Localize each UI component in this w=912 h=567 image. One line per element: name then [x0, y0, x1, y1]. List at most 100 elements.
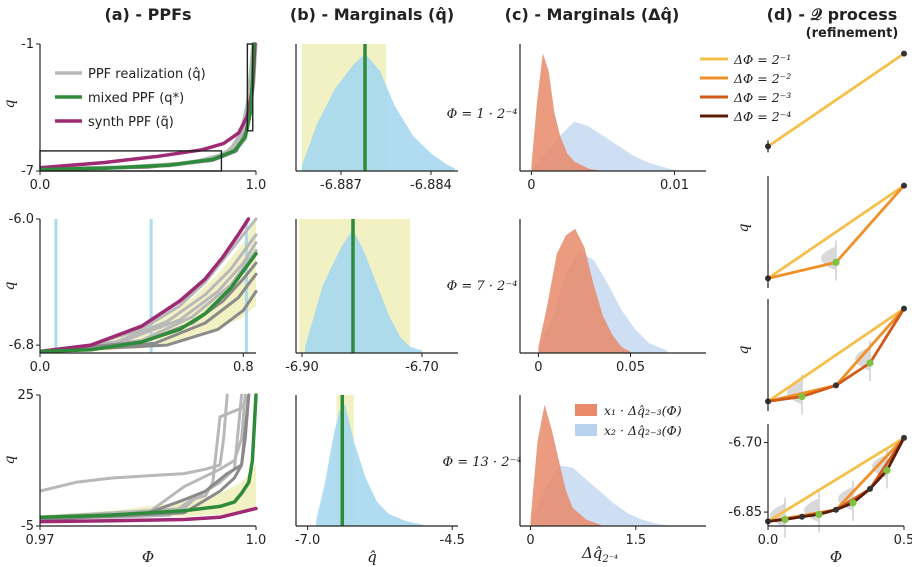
b3-marginal-density: [316, 404, 424, 526]
c3-density-x1: [530, 404, 601, 526]
row-label-2: Φ = 7 · 2⁻⁴: [447, 279, 518, 294]
d1-refinement-line-1: [766, 52, 906, 148]
title-c: (c) - Marginals (Δq̂): [505, 5, 680, 24]
d4-point-1: [781, 515, 789, 524]
a3-mixed-ppf: [40, 393, 258, 520]
legend-c-swatch-x2: [575, 424, 597, 436]
d4-ytick-label-1: -6.85: [728, 505, 762, 520]
row-label-1: Φ = 1 · 2⁻⁴: [447, 107, 518, 122]
d4-spread-density-1: [804, 498, 819, 523]
xlabel-d4: Φ: [830, 548, 842, 566]
d4-ytick-label-0: -6.70: [728, 436, 762, 451]
a1-ytick-label-1: -7: [21, 164, 34, 179]
ylabel-d2: q: [736, 223, 752, 232]
c3-xtick-label-0: 0: [526, 533, 534, 548]
c2-xtick-label-1: 0.05: [616, 360, 645, 375]
panel-d3-refinement: [765, 299, 907, 415]
a2-synth-ppf: [40, 217, 251, 353]
b3-xtick-label-0: -7.0: [295, 533, 320, 548]
a2-mixed-ppf: [40, 251, 258, 353]
legend-a-label-synth: synth PPF (q̃): [88, 115, 174, 130]
a1-xtick-label-0: 0.0: [30, 178, 51, 193]
xlabel-a3: Φ: [142, 548, 154, 566]
xlabel-c3: Δq̂2⁻⁴: [581, 544, 618, 565]
d3-point-2: [833, 382, 839, 389]
panel-a3-ppf-zoom-tail: 0.97 1.0 25 -5: [17, 388, 266, 548]
d4-point-3: [815, 510, 823, 519]
ylabel-a1: q: [2, 99, 18, 108]
b1-marginal-density: [302, 53, 455, 171]
legend-d-label-4: ΔΦ = 2⁻⁴: [733, 109, 791, 124]
row-label-3: Φ = 13 · 2⁻⁴: [442, 455, 521, 470]
d4-point-8: [901, 434, 907, 441]
d3-point-1: [798, 393, 806, 401]
legend-d-label-3: ΔΦ = 2⁻³: [733, 90, 791, 105]
d3-refinement-line-1: [766, 307, 906, 403]
a2-xtick-label-1: 0.8: [233, 360, 254, 375]
title-d: (d) - 𝒬 process: [767, 5, 898, 24]
panel-b2-marginal: -6.90 -6.70: [285, 219, 458, 375]
a3-synth-ppf: [40, 506, 258, 524]
a2-quantile-band: [40, 219, 256, 353]
title-b: (b) - Marginals (q̂): [290, 5, 454, 24]
d4-point-7: [883, 466, 891, 474]
panel-d1-refinement: [765, 50, 907, 153]
b1-xtick-label-0: -6.887: [320, 178, 362, 193]
a3-ytick-label-0: 25: [17, 388, 34, 403]
panel-d2-refinement: [765, 176, 907, 288]
legend-a-label-mixed: mixed PPF (q*): [88, 91, 184, 106]
d2-refinement-line-1: [766, 184, 906, 280]
d4-xtick-label-1: 0.5: [894, 533, 912, 548]
panel-a2-ppf-zoom-low: 0.0 0.8 -6.0 -6.8: [9, 212, 258, 375]
d4-xtick-label-0: 0.0: [758, 533, 779, 548]
panel-d4-refinement: 0.0 0.5 -6.70 -6.85: [728, 424, 912, 548]
b2-xtick-label-0: -6.90: [285, 360, 319, 375]
d3-point-4: [901, 305, 907, 312]
d4-point-4: [833, 506, 839, 513]
ylabel-a3: q: [2, 455, 18, 464]
d1-point-1: [901, 50, 907, 57]
b2-marginal-density: [305, 228, 422, 353]
legend-c-label-x1: x₁ · Δq̂₂₋₃(Φ): [604, 403, 682, 418]
legend-a: PPF realization (q̂) mixed PPF (q*) synt…: [55, 67, 206, 130]
panel-c1-marginal-dq: 0 0.01: [519, 44, 706, 193]
panel-a1-ppf-overview: 0.0 1.0 -1 -7: [21, 37, 266, 193]
panel-b1-marginal: -6.887 -6.884: [295, 44, 458, 193]
a3-realization-0: [40, 393, 229, 493]
a3-lines: [40, 393, 258, 524]
legend-a-label-realization: PPF realization (q̂): [88, 67, 206, 82]
b1-xtick-label-1: -6.884: [410, 178, 452, 193]
a2-xtick-label-0: 0.0: [30, 360, 51, 375]
d2-point-2: [901, 182, 907, 189]
a1-realization-4: [40, 42, 258, 171]
b2-xtick-label-1: -6.70: [405, 360, 439, 375]
xlabel-c3-sub: 2⁻⁴: [601, 554, 618, 565]
c2-density-x1: [538, 228, 631, 353]
panel-c3-marginal-dq: 0 1.5: [519, 395, 706, 548]
c3-xtick-label-1: 1.5: [625, 533, 646, 548]
a3-xtick-label-1: 1.0: [246, 533, 267, 548]
d4-point-2: [799, 513, 805, 520]
legend-c-swatch-x1: [575, 404, 597, 416]
d4-point-6: [867, 485, 873, 492]
legend-c-label-x2: x₂ · Δq̂₂₋₃(Φ): [604, 423, 682, 438]
b3-xtick-label-1: -4.5: [440, 533, 465, 548]
d3-point-3: [866, 359, 874, 367]
a3-quantile-band: [40, 464, 256, 520]
ylabel-a2: q: [2, 281, 18, 290]
a2-ytick-label-0: -6.0: [9, 212, 34, 227]
legend-d-label-2: ΔΦ = 2⁻²: [733, 71, 791, 86]
d4-refinement-line-1: [766, 436, 906, 523]
a1-ytick-label-0: -1: [21, 37, 34, 52]
d2-point-1: [832, 258, 840, 266]
a3-ytick-label-1: -5: [21, 519, 34, 534]
ylabel-d3: q: [736, 345, 752, 354]
c1-density-x1: [531, 53, 603, 171]
a2-realization-dark-2: [40, 290, 258, 353]
a1-xtick-label-1: 1.0: [246, 178, 267, 193]
panel-b3-marginal: -7.0 -4.5: [295, 395, 465, 548]
legend-d-label-1: ΔΦ = 2⁻¹: [733, 52, 791, 67]
c2-xtick-label-0: 0: [534, 360, 542, 375]
title-d-subtitle: (refinement): [806, 26, 899, 41]
